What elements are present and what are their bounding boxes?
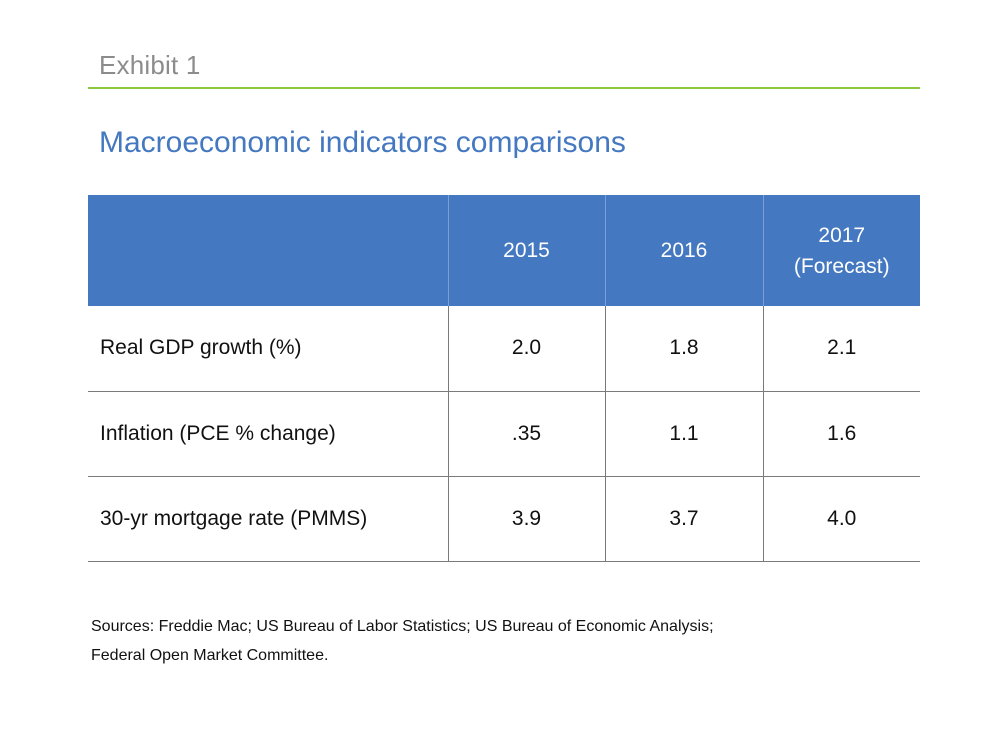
row-label-mortgage: 30-yr mortgage rate (PMMS) <box>88 476 448 562</box>
table-row: Real GDP growth (%) 2.0 1.8 2.1 <box>88 306 920 392</box>
cell-inflation-2016: 1.1 <box>604 391 763 477</box>
header-2017-forecast-label: (Forecast) <box>793 254 890 278</box>
sources-note: Sources: Freddie Mac; US Bureau of Labor… <box>91 612 911 670</box>
header-2016-label: 2016 <box>660 239 708 262</box>
header-cell-2016: 2016 <box>604 195 763 306</box>
table-row: 30-yr mortgage rate (PMMS) 3.9 3.7 4.0 <box>88 476 920 562</box>
cell-inflation-2015: .35 <box>447 391 605 477</box>
cell-gdp-2016: 1.8 <box>604 306 763 392</box>
header-cell-2015: 2015 <box>447 195 605 306</box>
table-row: Inflation (PCE % change) .35 1.1 1.6 <box>88 391 920 477</box>
header-divider <box>88 87 920 89</box>
cell-gdp-2017: 2.1 <box>762 306 920 392</box>
header-cell-2017: 2017 (Forecast) <box>762 195 920 306</box>
table-header-row: 2015 2016 2017 (Forecast) <box>88 195 920 306</box>
cell-mortgage-2016: 3.7 <box>604 476 763 562</box>
cell-inflation-2017: 1.6 <box>762 391 920 477</box>
row-label-inflation: Inflation (PCE % change) <box>88 391 448 477</box>
sources-line-1: Sources: Freddie Mac; US Bureau of Labor… <box>91 618 714 635</box>
header-2017-label: 2017 <box>818 223 866 247</box>
header-2015-label: 2015 <box>503 239 550 262</box>
row-label-gdp: Real GDP growth (%) <box>88 306 448 392</box>
cell-gdp-2015: 2.0 <box>447 306 605 392</box>
sources-line-2: Federal Open Market Committee. <box>91 647 329 664</box>
cell-mortgage-2015: 3.9 <box>447 476 605 562</box>
cell-mortgage-2017: 4.0 <box>762 476 920 562</box>
exhibit-label: Exhibit 1 <box>99 50 201 80</box>
indicators-table: 2015 2016 2017 (Forecast) Real GDP growt… <box>88 195 920 562</box>
chart-title: Macroeconomic indicators comparisons <box>99 126 626 159</box>
header-cell-empty <box>88 195 448 306</box>
